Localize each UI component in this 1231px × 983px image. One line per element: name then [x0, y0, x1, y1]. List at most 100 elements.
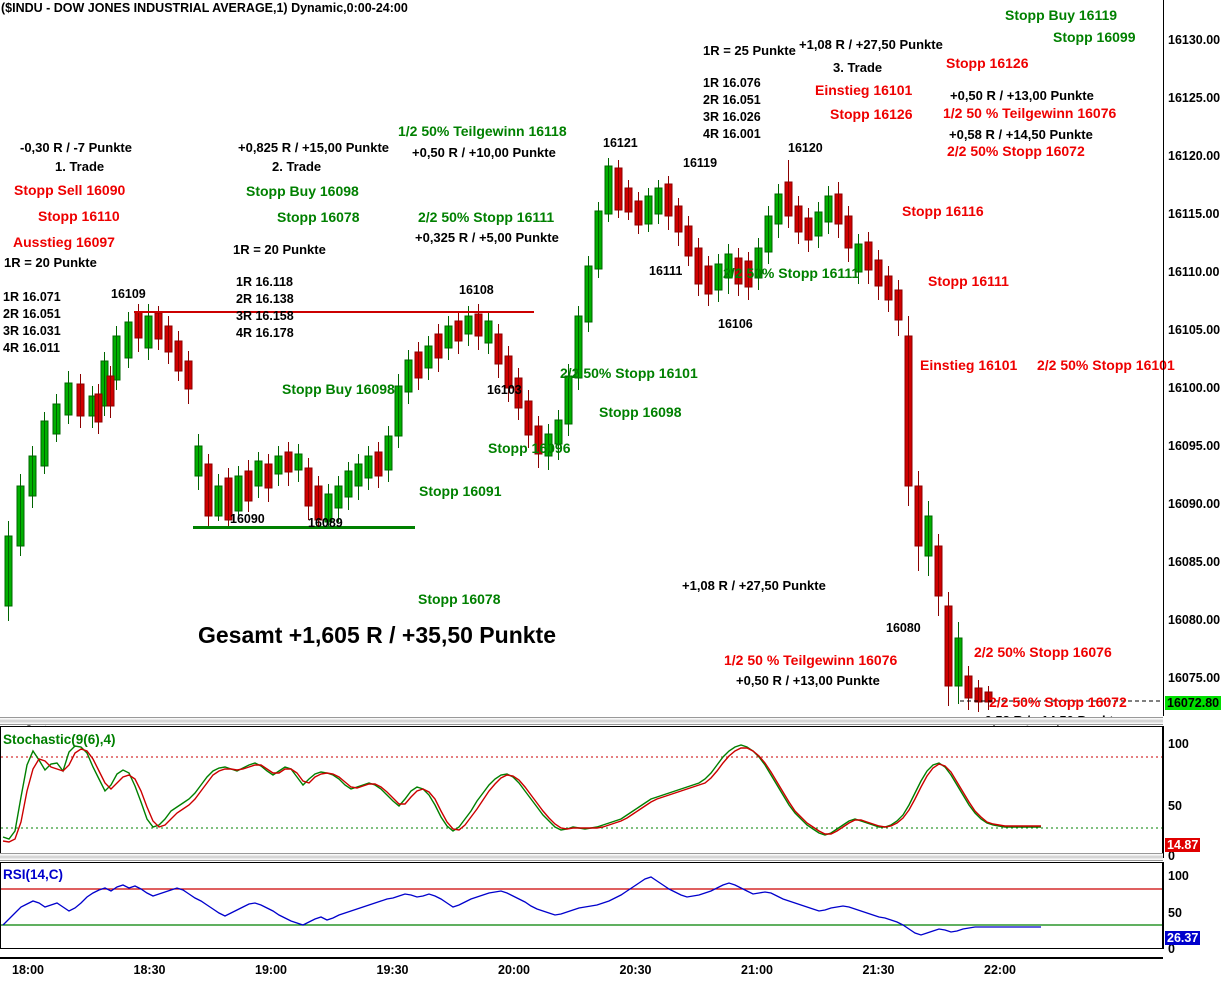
price-axis-tick: 16100.00 — [1168, 381, 1221, 395]
annotation-a47: 4R 16.001 — [703, 127, 761, 141]
rsi-value-badge: 26.37 — [1165, 931, 1201, 945]
stochastic-axis-tick: 0 — [1168, 849, 1175, 863]
annotation-a52: Stopp 16099 — [1053, 29, 1136, 45]
annotation-a06: 1R = 20 Punkte — [4, 255, 97, 270]
annotation-a48: Einstieg 16101 — [815, 82, 913, 98]
annotation-a62: 16080 — [886, 621, 921, 635]
resistance-level-line — [134, 311, 534, 313]
annotation-a41: 1R = 25 Punkte — [703, 43, 796, 58]
annotation-a35: 16121 — [603, 136, 638, 150]
annotation-a09: 3R 16.031 — [3, 324, 61, 338]
annotation-a49: Stopp 16126 — [830, 106, 913, 122]
annotation-a29: Stopp 16098 — [599, 404, 682, 420]
time-axis-tick: 18:00 — [12, 963, 44, 977]
chart-title: ($INDU - DOW JONES INDUSTRIAL AVERAGE,1)… — [1, 1, 408, 15]
annotation-a44: 1R 16.076 — [703, 76, 761, 90]
time-axis-tick: 19:00 — [255, 963, 287, 977]
annotation-a11: 16109 — [111, 287, 146, 301]
time-axis-tick: 18:30 — [133, 963, 166, 977]
annotation-a45: 2R 16.051 — [703, 93, 761, 107]
annotation-a02: 1. Trade — [55, 159, 105, 174]
annotation-a19: 3R 16.158 — [236, 309, 294, 323]
stochastic-value-badge: 14.87 — [1165, 838, 1201, 852]
price-plot-area[interactable] — [0, 16, 1163, 716]
annotation-a12: +0,825 R / +15,00 Punkte — [238, 140, 390, 155]
annotation-a37: 16111 — [649, 264, 683, 278]
price-axis-tick: 16080.00 — [1168, 613, 1221, 627]
last-price-badge: 16072.80 — [1165, 696, 1222, 710]
time-axis-tick: 19:30 — [376, 963, 409, 977]
price-axis-tick: 16110.00 — [1168, 265, 1220, 279]
annotation-a46: 3R 16.026 — [703, 110, 761, 124]
candlestick-series — [4, 158, 1163, 712]
annotation-a01: -0,30 R / -7 Punkte — [20, 140, 132, 155]
price-pane[interactable]: -0,30 R / -7 Punkte 1. Trade Stopp Sell 16… — [0, 0, 1231, 727]
price-axis-tick: 16105.00 — [1168, 323, 1221, 337]
annotation-a13: 2. Trade — [272, 159, 322, 174]
stochastic-pane[interactable]: Stochastic(9(6),4) — [0, 726, 1163, 858]
annotation-a26: 16103 — [487, 383, 522, 397]
time-axis-tick: 22:00 — [984, 963, 1016, 977]
annotation-a04: Stopp 16110 — [38, 208, 120, 224]
annotation-a18: 2R 16.138 — [236, 292, 294, 306]
annotation-a53: +0,50 R / +13,00 Punkte — [950, 88, 1094, 103]
annotation-a43: 3. Trade — [833, 60, 883, 75]
stochastic-axis[interactable]: 100 50 0 14.87 — [1163, 726, 1231, 863]
time-axis-tick: 20:30 — [619, 963, 652, 977]
annotation-a38: 16106 — [718, 317, 753, 331]
annotation-a05: Ausstieg 16097 — [13, 234, 115, 250]
annotation-a68: Gesamt +1,605 R / +35,50 Punkte — [198, 622, 556, 648]
stochastic-axis-tick: 50 — [1168, 799, 1182, 813]
annotation-a59: Einstieg 16101 — [920, 357, 1018, 373]
pane-divider-stochastic[interactable] — [0, 717, 1163, 725]
annotation-a15: Stopp 16078 — [277, 209, 360, 225]
stochastic-series — [1, 744, 1162, 843]
annotation-a50: Stopp 16126 — [946, 55, 1029, 71]
annotation-a32: 16090 — [230, 512, 265, 526]
annotation-a54: 1/2 50 % Teilgewinn 16076 — [943, 105, 1117, 121]
annotation-a28: Stopp 16096 — [488, 440, 571, 456]
price-axis-tick: 16125.00 — [1168, 91, 1221, 105]
price-axis-tick: 16130.00 — [1168, 33, 1221, 47]
rsi-axis-tick: 50 — [1168, 906, 1182, 920]
rsi-axis-tick: 100 — [1168, 869, 1189, 883]
annotation-a65: 2/2 50% Stopp 16076 — [974, 644, 1112, 660]
annotation-a63: 1/2 50 % Teilgewinn 16076 — [724, 652, 898, 668]
annotation-a27: Stopp Buy 16098 — [282, 381, 395, 397]
stochastic-axis-tick: 100 — [1168, 737, 1189, 751]
rsi-label: RSI(14,C) — [3, 867, 64, 882]
rsi-axis[interactable]: 100 50 0 26.37 — [1163, 862, 1231, 956]
annotation-a56: 2/2 50% Stopp 16072 — [947, 143, 1085, 159]
annotation-a55: +0,58 R / +14,50 Punkte — [949, 127, 1093, 142]
price-axis-tick: 16120.00 — [1168, 149, 1221, 163]
price-axis-tick: 16090.00 — [1168, 497, 1221, 511]
annotation-a36: 16119 — [683, 156, 718, 170]
pane-divider-rsi[interactable] — [0, 853, 1163, 861]
price-axis-tick: 16085.00 — [1168, 555, 1221, 569]
rsi-series — [1, 876, 1162, 936]
annotation-a17: 1R 16.118 — [236, 275, 293, 289]
annotation-a31: Stopp 16091 — [419, 483, 502, 499]
annotation-a57: Stopp 16116 — [902, 203, 984, 219]
annotation-a39: 2/2 50% Stopp 16111 — [723, 265, 860, 281]
annotation-a24: +0,325 R / +5,00 Punkte — [415, 230, 559, 245]
stochastic-label: Stochastic(9(6),4) — [3, 732, 116, 747]
time-axis[interactable]: 18:00 18:30 19:00 19:30 20:00 20:30 21:00 21:30… — [0, 957, 1163, 983]
price-axis-tick: 16095.00 — [1168, 439, 1221, 453]
price-axis-tick: 16115.00 — [1168, 207, 1220, 221]
annotation-a20: 4R 16.178 — [236, 326, 294, 340]
annotation-a40: 16120 — [788, 141, 823, 155]
annotation-a60: 2/2 50% Stopp 16101 — [1037, 357, 1175, 373]
time-axis-tick: 21:30 — [862, 963, 895, 977]
annotation-a25: 16108 — [459, 283, 494, 297]
annotation-a64: +0,50 R / +13,00 Punkte — [736, 673, 880, 688]
time-axis-tick: 21:00 — [741, 963, 773, 977]
annotation-a07: 1R 16.071 — [3, 290, 61, 304]
annotation-a16: 1R = 20 Punkte — [233, 242, 326, 257]
annotation-a08: 2R 16.051 — [3, 307, 61, 321]
price-axis[interactable]: 16130.00 16125.00 16120.00 16115.00 16110.00… — [1163, 0, 1231, 716]
price-axis-tick: 16075.00 — [1168, 671, 1221, 685]
annotation-a33: 16089 — [308, 516, 343, 530]
rsi-pane[interactable]: RSI(14,C) — [0, 862, 1163, 949]
